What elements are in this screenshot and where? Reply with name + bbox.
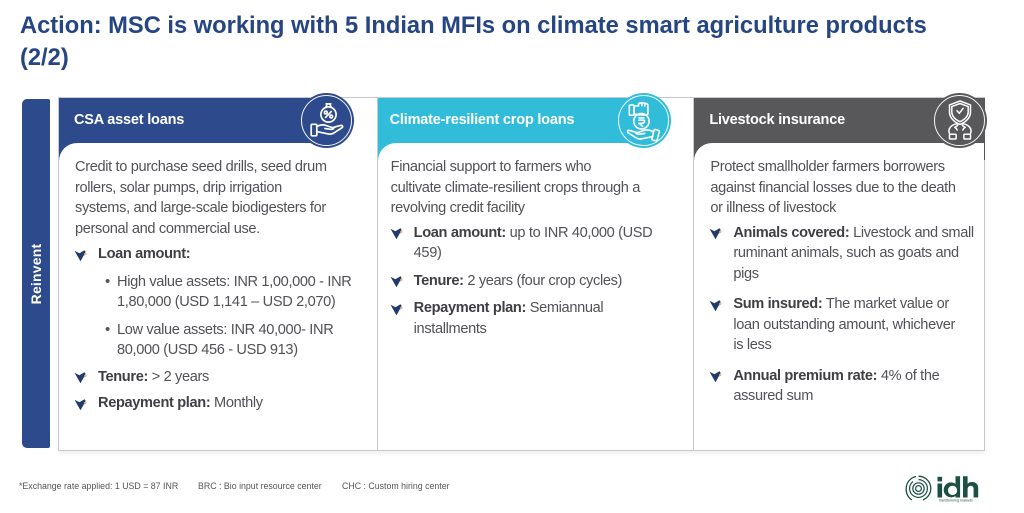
svg-text:transforming markets: transforming markets (939, 499, 973, 503)
